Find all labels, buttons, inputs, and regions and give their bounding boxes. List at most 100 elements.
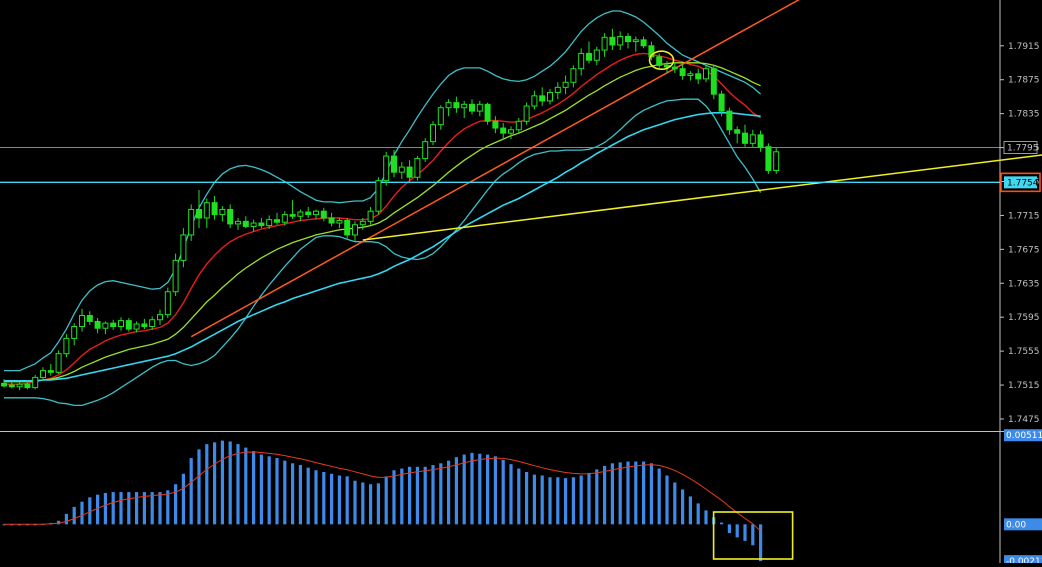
- candle: [47, 363, 54, 376]
- candle-body: [586, 52, 592, 61]
- price-label-highlight: [1000, 172, 1041, 193]
- candle-body: [383, 155, 390, 182]
- candle-body: [203, 202, 210, 219]
- oscillator-bar: [517, 468, 521, 525]
- oscillator-bar: [486, 454, 490, 525]
- candle-body: [110, 322, 117, 328]
- candle: [211, 195, 218, 220]
- candle-body: [24, 383, 31, 389]
- oscillator-bar: [603, 465, 607, 525]
- candle-body: [648, 45, 655, 58]
- candle: [383, 151, 390, 186]
- candle: [274, 212, 280, 225]
- candle-body: [476, 103, 483, 112]
- candle-body: [742, 132, 748, 144]
- oscillator-bar: [751, 524, 755, 546]
- moving-average-line: [4, 62, 761, 383]
- oscillator-bar: [244, 447, 248, 525]
- candle: [266, 215, 273, 229]
- candle-body: [617, 35, 624, 46]
- candle-body: [149, 319, 156, 328]
- candle-body: [274, 219, 280, 223]
- oscillator-bar: [610, 463, 614, 525]
- oscillator-bar: [587, 472, 591, 525]
- oscillator-bar: [384, 476, 388, 525]
- candle-body: [141, 323, 148, 328]
- price-tick-label: 1.7635: [1008, 279, 1040, 289]
- oscillator-bar: [345, 476, 349, 525]
- candle: [476, 100, 483, 117]
- candle: [94, 318, 101, 334]
- candle: [539, 87, 546, 107]
- candle-body: [718, 93, 725, 112]
- candle: [687, 71, 694, 81]
- candle: [531, 90, 538, 110]
- oscillator-bar: [454, 457, 458, 525]
- candle: [422, 138, 429, 162]
- candle-body: [297, 211, 304, 217]
- candle: [679, 64, 686, 80]
- oscillator-bar: [525, 472, 529, 525]
- candle: [289, 200, 296, 219]
- oscillator-bar: [634, 461, 638, 525]
- oscillator-bar: [72, 506, 76, 525]
- candle: [359, 217, 366, 230]
- oscillator-bar: [337, 475, 341, 525]
- candle-body: [656, 56, 663, 66]
- candle: [671, 61, 678, 73]
- candle: [250, 219, 257, 232]
- candle: [601, 33, 608, 57]
- oscillator-bar: [127, 492, 131, 525]
- oscillator-bar: [213, 442, 217, 525]
- candle: [718, 90, 725, 117]
- candle: [297, 209, 304, 222]
- candle: [640, 36, 647, 49]
- trendline[interactable]: [190, 0, 815, 338]
- candle-body: [40, 370, 46, 378]
- candle: [648, 41, 655, 61]
- candle-body: [281, 214, 288, 223]
- main-panel: [0, 0, 1042, 407]
- candle-body: [500, 127, 507, 134]
- trendline[interactable]: [362, 143, 1042, 241]
- candle: [570, 65, 577, 88]
- oscillator-bar: [408, 466, 412, 525]
- oscillator-bar: [2, 524, 6, 526]
- candle-body: [227, 208, 234, 225]
- candle: [110, 319, 117, 330]
- price-tick-label: 1.7715: [1008, 211, 1040, 221]
- candle-body: [601, 36, 608, 51]
- oscillator-tick: -0.00211: [1004, 555, 1042, 567]
- candle-body: [484, 103, 491, 122]
- price-level-label[interactable]: 1.7795: [1003, 141, 1039, 154]
- candle: [765, 143, 772, 174]
- candle: [554, 82, 561, 100]
- price-label-box: [1004, 176, 1037, 189]
- candle-body: [125, 320, 132, 330]
- candle-body: [695, 73, 702, 80]
- candle: [710, 65, 717, 100]
- candle: [32, 374, 39, 390]
- candle-body: [406, 166, 413, 178]
- candle: [742, 124, 748, 147]
- price-level-label[interactable]: 1.7754: [1000, 172, 1041, 193]
- candle: [157, 309, 163, 325]
- oscillator-bar: [150, 492, 154, 525]
- oscillator-bar: [361, 482, 365, 525]
- candle: [86, 311, 93, 325]
- candle: [726, 107, 733, 135]
- candle: [258, 217, 265, 229]
- oscillator-bar: [228, 441, 232, 525]
- candle-body: [164, 291, 171, 316]
- candle: [55, 350, 62, 375]
- candle: [703, 65, 709, 83]
- candle-body: [391, 155, 397, 173]
- oscillator-bar: [540, 475, 544, 525]
- price-tick-label: 1.7675: [1008, 245, 1040, 255]
- candle-body: [726, 110, 733, 131]
- candle-body: [414, 158, 421, 178]
- candle: [16, 381, 23, 391]
- candle-body: [765, 146, 772, 171]
